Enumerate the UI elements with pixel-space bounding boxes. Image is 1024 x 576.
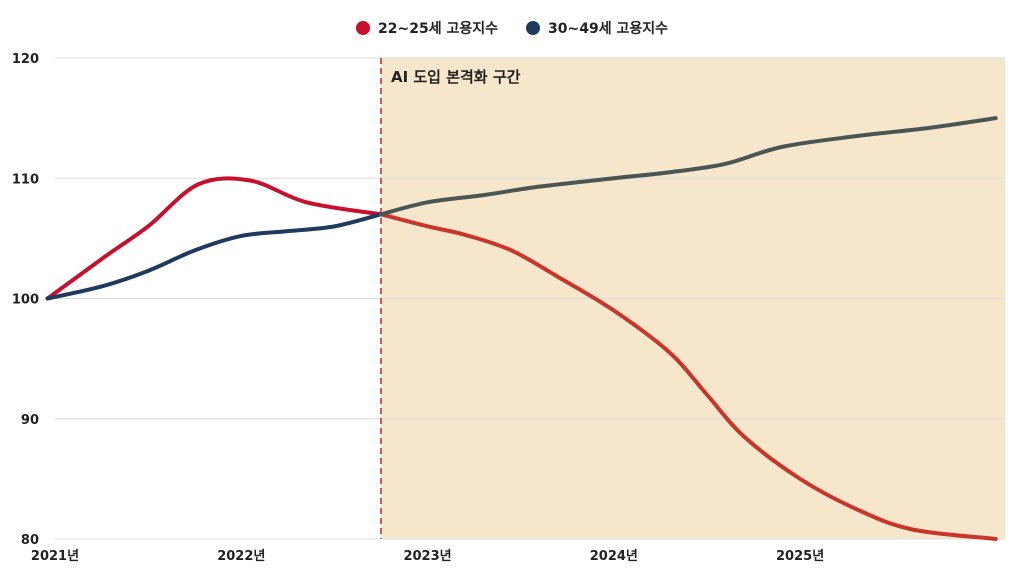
series-1-line-after xyxy=(378,116,998,217)
y-tick-label-90: 90 xyxy=(21,413,39,428)
series-1-line-before xyxy=(45,212,383,301)
legend-item-middle: 30~49세 고용지수 xyxy=(526,18,668,38)
series-0-line-before xyxy=(45,176,383,301)
y-tick-label-80: 80 xyxy=(21,533,39,548)
legend-dot-middle xyxy=(526,21,540,35)
series-0-line-after xyxy=(378,212,998,541)
ai-region-annotation: AI 도입 본격화 구간 xyxy=(391,68,521,86)
y-tick-label-110: 110 xyxy=(12,172,39,187)
x-tick-label-2025: 2025년 xyxy=(776,549,824,564)
x-tick-label-2022: 2022년 xyxy=(217,549,265,564)
legend-item-young: 22~25세 고용지수 xyxy=(356,18,498,38)
x-tick-label-2023: 2023년 xyxy=(403,549,451,564)
y-tick-label-100: 100 xyxy=(12,293,39,308)
legend-label-middle: 30~49세 고용지수 xyxy=(548,21,668,37)
x-tick-label-2024: 2024년 xyxy=(590,549,638,564)
y-tick-label-120: 120 xyxy=(12,52,39,67)
legend: 22~25세 고용지수 30~49세 고용지수 xyxy=(0,18,1024,38)
legend-dot-young xyxy=(356,21,371,35)
x-tick-label-2021: 2021년 xyxy=(31,549,79,564)
legend-label-young: 22~25세 고용지수 xyxy=(378,21,498,37)
